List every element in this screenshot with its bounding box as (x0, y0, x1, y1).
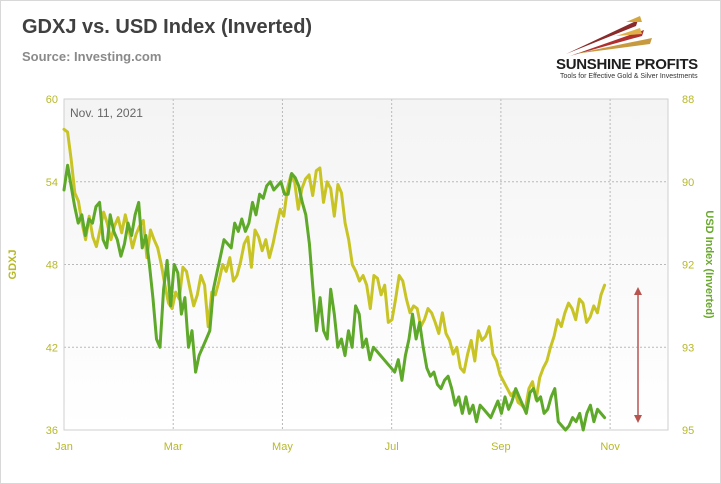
x-tick-label: Jan (55, 441, 73, 453)
x-tick-label: May (272, 441, 293, 453)
y-tick-right: 95 (682, 425, 694, 437)
y-tick-right: 88 (682, 94, 694, 106)
sunshine-profits-logo: SUNSHINE PROFITS Tools for Effective Gol… (556, 16, 706, 84)
y-tick-left: 42 (46, 342, 58, 354)
logo-tagline: Tools for Effective Gold & Silver Invest… (560, 73, 698, 80)
y-tick-left: 36 (46, 425, 58, 437)
arrow-head-up (634, 287, 642, 295)
x-tick-label: Nov (600, 441, 620, 453)
y-tick-right: 92 (682, 260, 694, 272)
chart-title: GDXJ vs. USD Index (Inverted) (22, 16, 313, 38)
y-tick-right: 93 (682, 342, 694, 354)
x-tick-label: Jul (385, 441, 399, 453)
y-tick-left: 48 (46, 260, 58, 272)
y-axis-label-left: GDXJ (7, 250, 19, 280)
logo-name: SUNSHINE PROFITS (556, 56, 698, 73)
y-axis-label-right: USD Index (Inverted) (703, 210, 715, 319)
y-tick-right: 90 (682, 177, 694, 189)
x-tick-label: Mar (164, 441, 183, 453)
logo-swoosh-icon (566, 16, 652, 56)
y-tick-left: 54 (46, 177, 58, 189)
chart-source: Source: Investing.com (22, 49, 162, 64)
x-tick-label: Sep (491, 441, 511, 453)
plot-border (63, 98, 669, 431)
date-annotation: Nov. 11, 2021 (70, 106, 143, 120)
usd-index-line (62, 163, 607, 432)
arrow-head-down (634, 415, 642, 423)
y-tick-left: 60 (46, 94, 58, 106)
range-arrow (634, 287, 642, 423)
